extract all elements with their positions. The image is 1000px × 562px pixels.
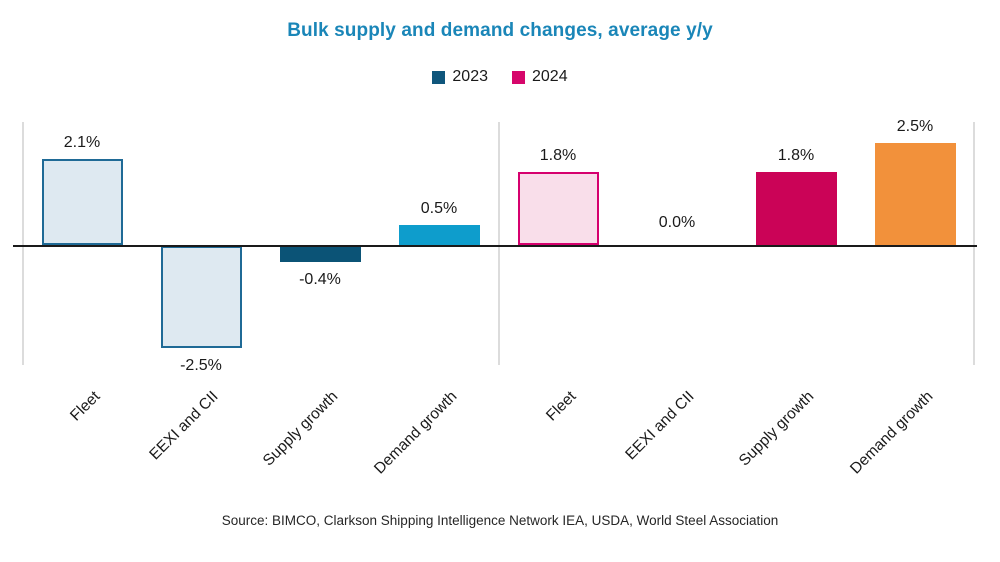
category-label-2023-fleet: Fleet [66,388,104,425]
value-label-2023-supply-growth: -0.4% [299,270,341,288]
value-label-2024-demand-growth: 2.5% [896,118,934,135]
legend-item-2024: 2024 [512,68,568,86]
plot-area: 2.1% Fleet -2.5% EEXI and CII -0.4% Supply gr… [13,118,977,477]
legend-swatch-2024-icon [512,70,525,84]
value-label-2024-eexi-and-cii: 0.0% [658,213,696,231]
category-label-2023-demand-growth: Demand growth [370,388,461,478]
bar-2023-eexi-and-cii [160,245,242,348]
bar-2023-demand-growth [398,225,480,246]
category-label-2024-eexi-and-cii: EEXI and CII [622,388,699,464]
category-label-2023-eexi-and-cii: EEXI and CII [146,388,223,464]
value-label-2023-demand-growth: 0.5% [420,200,458,217]
legend-item-2023: 2023 [432,68,488,86]
category-label-2024-demand-growth: Demand growth [846,388,937,478]
category-label-2024-supply-growth: Supply growth [735,388,818,470]
value-label-2024-supply-growth: 1.8% [777,146,815,164]
bar-2023-fleet [41,159,123,246]
value-label-2023-fleet: 2.1% [63,134,101,152]
bar-2024-supply-growth [755,171,837,246]
bar-2023-supply-growth [279,245,361,262]
value-label-2023-eexi-and-cii: -2.5% [180,357,222,374]
bar-2024-fleet [517,171,599,246]
source-attribution: Source: BIMCO, Clarkson Shipping Intelli… [221,513,779,528]
bar-2024-demand-growth [874,143,956,246]
zero-axis-line [13,244,977,247]
chart-title: Bulk supply and demand changes, average … [287,20,713,41]
legend-swatch-2023-icon [432,70,446,84]
value-label-2024-fleet: 1.8% [539,146,577,164]
category-label-2023-supply-growth: Supply growth [259,388,342,470]
legend: 2023 2024 [0,68,1000,86]
panel-divider-middle [498,122,500,365]
panel-divider-left [22,122,24,365]
legend-label-2024: 2024 [532,68,568,85]
legend-label-2023: 2023 [452,68,488,85]
panel-divider-right [973,122,975,365]
category-label-2024-fleet: Fleet [542,388,580,425]
